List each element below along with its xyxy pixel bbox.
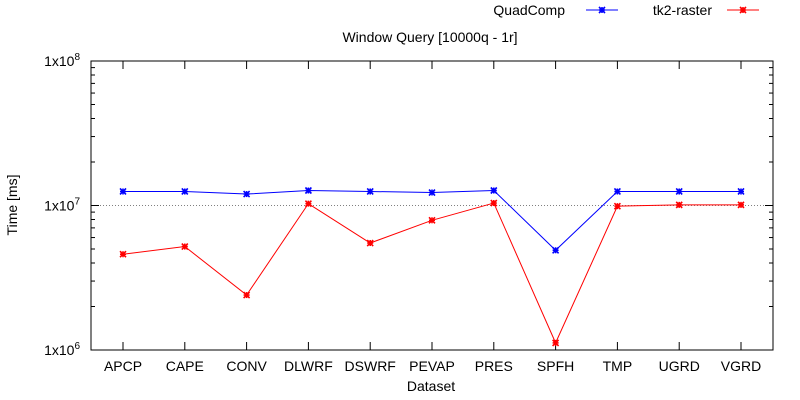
data-point-quadcomp xyxy=(243,190,251,198)
y-tick-label: 1x107 xyxy=(44,197,80,214)
x-tick-label: PEVAP xyxy=(409,358,455,374)
x-axis-label: Dataset xyxy=(407,378,455,394)
x-tick-label: SPFH xyxy=(537,358,574,374)
series-layer xyxy=(119,186,745,347)
data-point-quadcomp xyxy=(304,186,312,195)
legend: QuadComp tk2-raster xyxy=(493,2,759,18)
data-point-tk2-raster xyxy=(490,199,498,207)
data-point-quadcomp xyxy=(428,188,436,197)
ticks-layer: 1x106 1x107 1x108 APCP CAPE CONV DLWRF DSWRF PEV… xyxy=(44,52,773,374)
x-tick-label: UGRD xyxy=(659,358,700,374)
x-tick-label: APCP xyxy=(104,358,142,374)
data-point-tk2-raster xyxy=(366,239,374,247)
legend-marker-tk2-raster xyxy=(739,6,747,14)
data-point-quadcomp xyxy=(552,246,560,254)
series-line-tk2-raster xyxy=(122,202,741,345)
data-point-tk2-raster xyxy=(552,339,560,347)
legend-label-quadcomp: QuadComp xyxy=(493,2,565,18)
legend-label-tk2-raster: tk2-raster xyxy=(653,2,712,18)
data-point-tk2-raster xyxy=(613,202,621,210)
chart-title: Window Query [10000q - 1r] xyxy=(342,29,517,45)
legend-marker-quadcomp xyxy=(598,6,606,14)
data-point-quadcomp xyxy=(613,187,621,196)
x-tick-label: PRES xyxy=(475,358,513,374)
x-tick-label: VGRD xyxy=(721,358,761,374)
x-tick-label: CONV xyxy=(226,358,267,374)
data-point-quadcomp xyxy=(181,187,189,196)
y-tick-label: 1x106 xyxy=(44,341,80,358)
x-tick-label: TMP xyxy=(603,358,633,374)
data-point-tk2-raster xyxy=(675,201,683,209)
data-point-tk2-raster xyxy=(181,242,189,251)
x-tick-label: CAPE xyxy=(166,358,204,374)
data-point-tk2-raster xyxy=(243,291,251,299)
data-point-quadcomp xyxy=(119,187,127,196)
data-point-quadcomp xyxy=(366,187,374,196)
data-point-quadcomp xyxy=(675,187,683,196)
data-point-quadcomp xyxy=(737,187,745,196)
y-axis-label: Time [ms] xyxy=(4,175,20,236)
data-point-tk2-raster xyxy=(119,250,127,258)
x-tick-label: DSWRF xyxy=(345,358,396,374)
data-point-quadcomp xyxy=(490,186,498,195)
data-point-tk2-raster xyxy=(737,201,745,209)
x-tick-label: DLWRF xyxy=(284,358,333,374)
data-point-tk2-raster xyxy=(304,200,312,208)
y-tick-label: 1x108 xyxy=(44,52,80,69)
data-point-tk2-raster xyxy=(428,216,436,224)
